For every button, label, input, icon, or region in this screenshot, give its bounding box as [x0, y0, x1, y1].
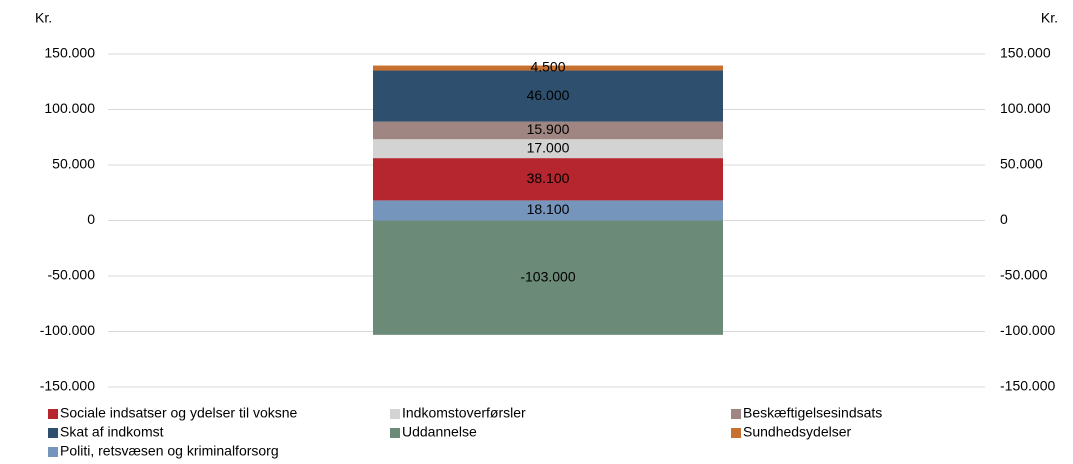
- bar-segment: [373, 200, 723, 221]
- legend-swatch: [731, 428, 741, 438]
- data-label: 46.000: [527, 87, 570, 103]
- legend-label: Sundhedsydelser: [743, 424, 852, 440]
- legend-swatch: [390, 428, 400, 438]
- data-label: -103.000: [520, 268, 575, 284]
- legend-swatch: [731, 409, 741, 419]
- legend-swatch: [48, 447, 58, 457]
- y2-tick-label: -100.000: [1000, 322, 1055, 338]
- y2-axis-label: Kr.: [1041, 10, 1058, 26]
- bar-segment: [373, 70, 723, 122]
- y2-tick-label: -150.000: [1000, 378, 1055, 394]
- y-tick-label: -100.000: [40, 322, 95, 338]
- bar-segment: [373, 139, 723, 159]
- y-tick-label: -50.000: [48, 267, 96, 283]
- y2-tick-label: 0: [1000, 211, 1008, 227]
- legend-swatch: [390, 409, 400, 419]
- data-label: 4.500: [530, 59, 565, 75]
- legend-label: Sociale indsatser og ydelser til voksne: [60, 405, 298, 421]
- data-label: 15.900: [527, 121, 570, 137]
- bar-segment: [373, 158, 723, 201]
- legend-label: Politi, retsvæsen og kriminalforsorg: [60, 443, 279, 459]
- legend-swatch: [48, 409, 58, 419]
- y2-tick-label: 50.000: [1000, 156, 1043, 172]
- data-label: 17.000: [527, 139, 570, 155]
- y-axis-label: Kr.: [35, 10, 52, 26]
- y2-tick-label: 150.000: [1000, 45, 1051, 61]
- legend-swatch: [48, 428, 58, 438]
- y-tick-label: 100.000: [44, 100, 95, 116]
- bar-segment: [373, 65, 723, 71]
- y2-tick-label: -50.000: [1000, 267, 1048, 283]
- bar-segment: [373, 220, 723, 335]
- data-label: 18.100: [527, 201, 570, 217]
- bar-segment: [373, 121, 723, 140]
- legend-label: Beskæftigelsesindsats: [743, 405, 882, 421]
- y-tick-label: 50.000: [52, 156, 95, 172]
- legend-label: Skat af indkomst: [60, 424, 164, 440]
- legend-label: Indkomstoverførsler: [402, 405, 526, 421]
- y-tick-label: 150.000: [44, 45, 95, 61]
- y-tick-label: -150.000: [40, 378, 95, 394]
- y-tick-label: 0: [87, 211, 95, 227]
- data-label: 38.100: [527, 170, 570, 186]
- legend-label: Uddannelse: [402, 424, 477, 440]
- y2-tick-label: 100.000: [1000, 100, 1051, 116]
